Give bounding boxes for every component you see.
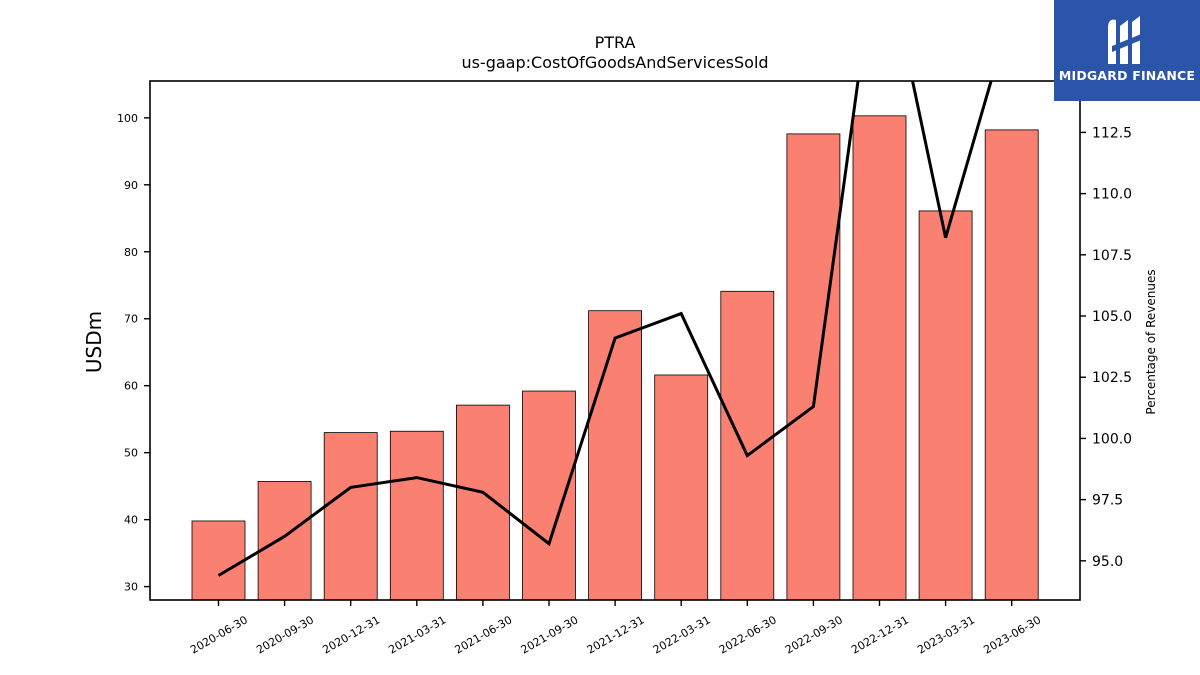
x-tick-label: 2021-06-30 xyxy=(453,613,515,656)
y-tick-label: 30 xyxy=(124,581,138,594)
bar-series xyxy=(191,115,1039,601)
x-tick-label: 2022-09-30 xyxy=(783,613,845,656)
y2-tick-label: 97.5 xyxy=(1092,493,1123,509)
bar xyxy=(323,432,378,601)
logo-text: MIDGARD FINANCE xyxy=(1058,68,1196,83)
y2-tick-label: 95.0 xyxy=(1092,554,1123,570)
x-tick-label: 2021-03-31 xyxy=(386,613,448,656)
bar xyxy=(720,290,775,601)
x-tick-label: 2023-06-30 xyxy=(981,613,1043,656)
bar xyxy=(654,374,709,601)
y-tick-label: 60 xyxy=(124,380,138,393)
bar xyxy=(984,129,1039,601)
series-line xyxy=(217,81,993,577)
x-tick-label: 2021-12-31 xyxy=(585,613,647,656)
bar xyxy=(786,133,841,601)
chart-subtitle: us-gaap:CostOfGoodsAndServicesSold xyxy=(461,53,768,72)
y2-tick-label: 105.0 xyxy=(1092,309,1132,325)
x-tick-label: 2022-03-31 xyxy=(651,613,713,656)
y2-tick-label: 100.0 xyxy=(1092,431,1132,447)
bar xyxy=(191,520,246,601)
y-tick-label: 100 xyxy=(117,112,138,125)
x-tick-label: 2020-12-31 xyxy=(320,613,382,656)
chart-title: PTRA xyxy=(595,33,636,52)
bar xyxy=(389,430,444,601)
x-tick-label: 2023-03-31 xyxy=(915,613,977,656)
y2-tick-label: 110.0 xyxy=(1092,187,1132,203)
y-tick-label: 70 xyxy=(124,313,138,326)
x-tick-label: 2022-06-30 xyxy=(717,613,779,656)
y-tick-label: 90 xyxy=(124,179,138,192)
bar xyxy=(522,390,576,601)
bar xyxy=(257,481,312,601)
y2-tick-label: 112.5 xyxy=(1092,125,1132,141)
y-axis-label: USDm xyxy=(82,311,106,373)
x-tick-label: 2020-06-30 xyxy=(188,613,250,656)
y2-tick-label: 102.5 xyxy=(1092,370,1132,386)
bar xyxy=(852,115,907,601)
y2-axis-label: Percentage of Revenues xyxy=(1144,269,1158,414)
y-tick-label: 50 xyxy=(124,447,138,460)
bar xyxy=(588,310,642,601)
bar xyxy=(918,210,973,601)
x-tick-label: 2020-09-30 xyxy=(254,613,316,656)
line-series xyxy=(217,81,993,577)
brand-logo: MIDGARD FINANCE xyxy=(1054,0,1200,101)
y-tick-label: 40 xyxy=(124,514,138,527)
y-tick-label: 80 xyxy=(124,246,138,259)
bar xyxy=(455,404,510,601)
x-tick-label: 2022-12-31 xyxy=(849,613,911,656)
y2-tick-label: 107.5 xyxy=(1092,248,1132,264)
x-tick-label: 2021-09-30 xyxy=(519,613,581,656)
logo-mark-icon xyxy=(1108,16,1146,64)
